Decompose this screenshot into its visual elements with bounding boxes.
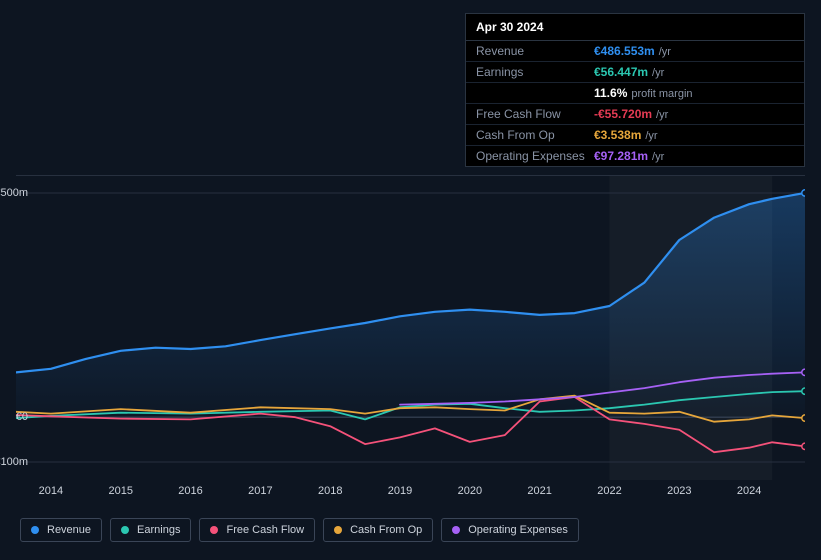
x-axis-label: 2018 <box>318 485 342 497</box>
legend-item-cash-from-op[interactable]: Cash From Op <box>323 518 433 542</box>
marker-Free Cash Flow <box>802 443 805 449</box>
legend-dot <box>31 526 39 534</box>
legend-label: Cash From Op <box>350 524 422 536</box>
legend-item-earnings[interactable]: Earnings <box>110 518 191 542</box>
legend-dot <box>334 526 342 534</box>
tooltip-metric-label: Operating Expenses <box>476 149 594 163</box>
marker-Operating Expenses <box>802 369 805 375</box>
tooltip-metric-suffix: profit margin <box>631 88 692 100</box>
legend-label: Operating Expenses <box>468 524 568 536</box>
tooltip-metric-suffix: /yr <box>659 46 671 58</box>
y-axis-label: €0 <box>16 411 28 423</box>
tooltip-metric-value: €56.447m <box>594 65 648 79</box>
tooltip-metric-label: Cash From Op <box>476 128 594 142</box>
marker-Cash From Op <box>802 415 805 421</box>
x-axis-label: 2015 <box>108 485 132 497</box>
x-axis-label: 2024 <box>737 485 761 497</box>
tooltip-row: Cash From Op€3.538m/yr <box>466 125 804 146</box>
x-axis-labels: 2014 2015 2016 2017 2018 2019 2020 2021 2022 2023… <box>16 485 805 501</box>
x-axis-label: 2021 <box>527 485 551 497</box>
tooltip-row: Free Cash Flow-€55.720m/yr <box>466 104 804 125</box>
legend-label: Free Cash Flow <box>226 524 304 536</box>
chart-legend: Revenue Earnings Free Cash Flow Cash From O… <box>20 518 579 542</box>
metrics-tooltip: Apr 30 2024 Revenue€486.553m/yrEarnings€… <box>465 13 805 167</box>
tooltip-date: Apr 30 2024 <box>466 14 804 41</box>
tooltip-metric-label: Earnings <box>476 65 594 79</box>
tooltip-metric-label <box>476 86 594 100</box>
marker-Earnings <box>802 388 805 394</box>
legend-dot <box>121 526 129 534</box>
tooltip-metric-label: Free Cash Flow <box>476 107 594 121</box>
x-axis-label: 2014 <box>39 485 63 497</box>
legend-item-free-cash-flow[interactable]: Free Cash Flow <box>199 518 315 542</box>
legend-label: Revenue <box>47 524 91 536</box>
tooltip-metric-value: €486.553m <box>594 44 655 58</box>
tooltip-metric-value: -€55.720m <box>594 107 652 121</box>
tooltip-metric-suffix: /yr <box>652 67 664 79</box>
x-axis-label: 2016 <box>178 485 202 497</box>
tooltip-row: Revenue€486.553m/yr <box>466 41 804 62</box>
legend-item-revenue[interactable]: Revenue <box>20 518 102 542</box>
x-axis-label: 2020 <box>458 485 482 497</box>
tooltip-row: 11.6% profit margin <box>466 83 804 104</box>
tooltip-metric-value: €3.538m <box>594 128 641 142</box>
x-axis-label: 2023 <box>667 485 691 497</box>
tooltip-metric-value: €97.281m <box>594 149 648 163</box>
financial-chart <box>16 175 805 480</box>
marker-Revenue <box>802 190 805 196</box>
tooltip-metric-suffix: /yr <box>656 109 668 121</box>
tooltip-metric-label: Revenue <box>476 44 594 58</box>
x-axis-label: 2017 <box>248 485 272 497</box>
tooltip-row: Operating Expenses€97.281m/yr <box>466 146 804 166</box>
x-axis-label: 2022 <box>597 485 621 497</box>
legend-label: Earnings <box>137 524 180 536</box>
legend-item-operating-expenses[interactable]: Operating Expenses <box>441 518 579 542</box>
tooltip-row: Earnings€56.447m/yr <box>466 62 804 83</box>
y-axis-label: €500m <box>0 187 28 199</box>
legend-dot <box>210 526 218 534</box>
tooltip-metric-value: 11.6% <box>594 86 627 100</box>
x-axis-label: 2019 <box>388 485 412 497</box>
tooltip-metric-suffix: /yr <box>645 130 657 142</box>
y-axis-label: -€100m <box>0 456 28 468</box>
tooltip-metric-suffix: /yr <box>652 151 664 163</box>
legend-dot <box>452 526 460 534</box>
